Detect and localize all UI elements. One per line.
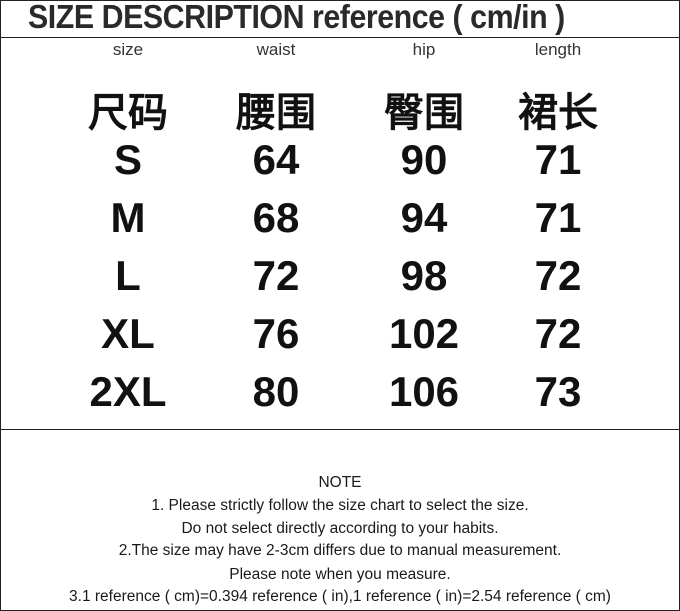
title-bar: SIZE DESCRIPTION reference ( cm/in ) — [0, 0, 680, 38]
value-cell: 106 — [388, 368, 460, 415]
page-title: SIZE DESCRIPTION reference ( cm/in ) — [28, 0, 565, 35]
note-heading: NOTE — [318, 474, 362, 491]
size-cell: M — [110, 194, 146, 241]
column-header: waist — [256, 40, 296, 59]
column-header-cn: 臀围 — [384, 90, 464, 136]
value-cell: 72 — [534, 252, 582, 299]
value-cell: 94 — [400, 194, 448, 241]
value-cell: 72 — [534, 310, 582, 357]
value-cell: 80 — [252, 368, 300, 415]
value-cell: 102 — [388, 310, 460, 357]
value-cell: 71 — [534, 136, 582, 183]
column-header: hip — [412, 40, 436, 59]
note-line: Do not select directly according to your… — [181, 520, 499, 537]
note-line: Please note when you measure. — [229, 566, 451, 583]
value-cell: 90 — [400, 136, 448, 183]
column-header-cn: 腰围 — [236, 90, 316, 136]
value-cell: 73 — [534, 368, 582, 415]
column-header-cn: 尺码 — [88, 90, 168, 136]
value-cell: 71 — [534, 194, 582, 241]
value-cell: 98 — [400, 252, 448, 299]
column-header-cn: 裙长 — [518, 90, 598, 136]
note-line: 2.The size may have 2-3cm differs due to… — [118, 542, 562, 559]
value-cell: 76 — [252, 310, 300, 357]
size-cell: 2XL — [89, 368, 167, 415]
value-cell: 64 — [252, 136, 300, 183]
column-header: length — [534, 40, 582, 59]
note-line: 3.1 reference ( cm)=0.394 reference ( in… — [69, 588, 611, 605]
size-cell: XL — [101, 310, 155, 357]
column-header: size — [112, 40, 144, 59]
value-cell: 72 — [252, 252, 300, 299]
value-cell: 68 — [252, 194, 300, 241]
size-cell: S — [113, 136, 143, 183]
note-line: 1. Please strictly follow the size chart… — [151, 497, 529, 514]
divider — [0, 429, 680, 430]
size-cell: L — [115, 252, 141, 299]
